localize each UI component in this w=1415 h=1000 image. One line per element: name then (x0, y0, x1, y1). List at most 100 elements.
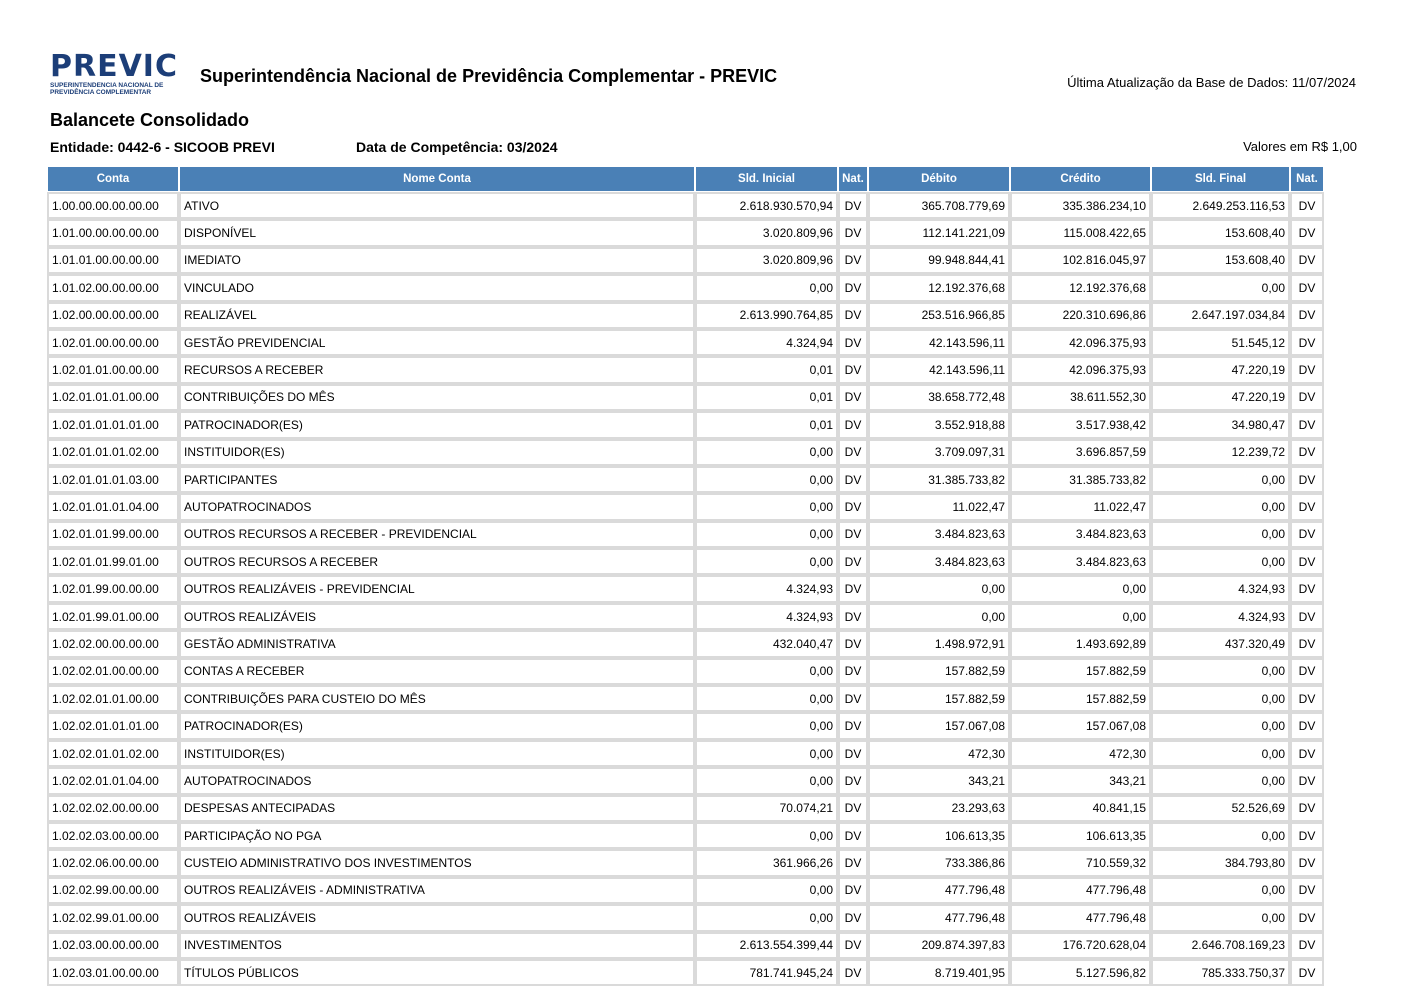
cell-sld-final: 2.649.253.116,53 (1152, 193, 1289, 219)
cell-sld-inicial: 2.613.554.399,44 (696, 932, 837, 958)
cell-sld-inicial: 0,00 (696, 549, 837, 575)
cell-conta: 1.02.01.01.99.00.00 (48, 521, 178, 548)
header-col-nat-inicial: Nat. (839, 167, 867, 191)
units-note: Valores em R$ 1,00 (1243, 139, 1357, 154)
cell-credito: 157.882,59 (1011, 686, 1150, 712)
table-row: 1.02.01.01.00.00.00 RECURSOS A RECEBER 0,0… (48, 357, 1323, 383)
cell-nat-final: DV (1291, 905, 1323, 931)
cell-credito: 477.796,48 (1011, 877, 1150, 904)
table-row: 1.02.03.01.00.00.00 TÍTULOS PÚBLICOS 781.7… (48, 959, 1323, 986)
cell-conta: 1.02.01.01.01.01.00 (48, 412, 178, 438)
cell-nat-final: DV (1291, 247, 1323, 274)
cell-nome-conta: TÍTULOS PÚBLICOS (180, 959, 694, 986)
cell-sld-final: 0,00 (1152, 905, 1289, 931)
table-row: 1.02.01.01.01.01.00 PATROCINADOR(ES) 0,01 D… (48, 412, 1323, 438)
cell-credito: 106.613,35 (1011, 822, 1150, 849)
cell-sld-inicial: 0,00 (696, 822, 837, 849)
cell-conta: 1.02.02.01.01.04.00 (48, 768, 178, 794)
cell-nat-inicial: DV (839, 822, 867, 849)
table-row: 1.02.01.00.00.00.00 GESTÃO PREVIDENCIAL 4.… (48, 329, 1323, 356)
cell-nome-conta: PATROCINADOR(ES) (180, 412, 694, 438)
cell-debito: 477.796,48 (869, 877, 1009, 904)
cell-sld-final: 0,00 (1152, 549, 1289, 575)
cell-credito: 343,21 (1011, 768, 1150, 794)
table-row: 1.02.02.00.00.00.00 GESTÃO ADMINISTRATIVA… (48, 631, 1323, 657)
cell-conta: 1.02.02.01.01.02.00 (48, 740, 178, 767)
cell-credito: 12.192.376,68 (1011, 275, 1150, 301)
cell-conta: 1.02.01.01.01.03.00 (48, 466, 178, 493)
cell-sld-final: 0,00 (1152, 658, 1289, 685)
cell-nat-final: DV (1291, 658, 1323, 685)
table-row: 1.02.02.99.01.00.00 OUTROS REALIZÁVEIS 0,0… (48, 905, 1323, 931)
cell-sld-inicial: 0,00 (696, 713, 837, 739)
cell-credito: 40.841,15 (1011, 795, 1150, 821)
cell-sld-final: 0,00 (1152, 521, 1289, 548)
table-row: 1.02.01.01.01.02.00 INSTITUIDOR(ES) 0,00 DV… (48, 439, 1323, 465)
table-row: 1.02.01.99.01.00.00 OUTROS REALIZÁVEIS 4.3… (48, 603, 1323, 630)
cell-debito: 99.948.844,41 (869, 247, 1009, 274)
cell-nat-final: DV (1291, 275, 1323, 301)
cell-credito: 0,00 (1011, 576, 1150, 602)
logo-subtitle: PREVIDÊNCIA COMPLEMENTAR (50, 89, 152, 96)
cell-nat-final: DV (1291, 193, 1323, 219)
cell-nome-conta: INVESTIMENTOS (180, 932, 694, 958)
cell-nat-final: DV (1291, 220, 1323, 246)
cell-conta: 1.02.03.00.00.00.00 (48, 932, 178, 958)
cell-conta: 1.02.01.01.01.00.00 (48, 384, 178, 411)
cell-nat-inicial: DV (839, 795, 867, 821)
cell-nat-inicial: DV (839, 959, 867, 986)
table-row: 1.02.03.00.00.00.00 INVESTIMENTOS 2.613.55… (48, 932, 1323, 958)
cell-credito: 38.611.552,30 (1011, 384, 1150, 411)
cell-sld-inicial: 781.741.945,24 (696, 959, 837, 986)
cell-sld-final: 47.220,19 (1152, 384, 1289, 411)
cell-debito: 11.022,47 (869, 494, 1009, 520)
cell-nome-conta: AUTOPATROCINADOS (180, 494, 694, 520)
cell-sld-inicial: 0,00 (696, 275, 837, 301)
cell-nat-final: DV (1291, 494, 1323, 520)
table-row: 1.00.00.00.00.00.00 ATIVO 2.618.930.570,94… (48, 193, 1323, 219)
entity-label: Entidade: 0442-6 - SICOOB PREVI (50, 139, 275, 155)
cell-nome-conta: AUTOPATROCINADOS (180, 768, 694, 794)
cell-debito: 472,30 (869, 740, 1009, 767)
cell-conta: 1.02.01.99.00.00.00 (48, 576, 178, 602)
cell-credito: 31.385.733,82 (1011, 466, 1150, 493)
header-col-nat-final: Nat. (1291, 167, 1323, 191)
cell-nat-final: DV (1291, 439, 1323, 465)
cell-debito: 112.141.221,09 (869, 220, 1009, 246)
table-row: 1.02.02.01.01.04.00 AUTOPATROCINADOS 0,00 D… (48, 768, 1323, 794)
cell-credito: 42.096.375,93 (1011, 357, 1150, 383)
cell-debito: 477.796,48 (869, 905, 1009, 931)
header-col-debito: Débito (869, 167, 1009, 191)
cell-debito: 3.484.823,63 (869, 521, 1009, 548)
cell-conta: 1.02.02.99.00.00.00 (48, 877, 178, 904)
cell-sld-final: 0,00 (1152, 822, 1289, 849)
header-col-credito: Crédito (1011, 167, 1150, 191)
cell-credito: 3.696.857,59 (1011, 439, 1150, 465)
cell-nat-final: DV (1291, 932, 1323, 958)
cell-conta: 1.02.01.01.01.04.00 (48, 494, 178, 520)
cell-debito: 38.658.772,48 (869, 384, 1009, 411)
cell-nat-inicial: DV (839, 521, 867, 548)
table-row: 1.01.02.00.00.00.00 VINCULADO 0,00 DV 12.192… (48, 275, 1323, 301)
cell-sld-final: 785.333.750,37 (1152, 959, 1289, 986)
cell-conta: 1.02.02.02.00.00.00 (48, 795, 178, 821)
table-row: 1.02.02.06.00.00.00 CUSTEIO ADMINISTRATIV… (48, 850, 1323, 876)
cell-nat-final: DV (1291, 877, 1323, 904)
cell-nome-conta: CONTRIBUIÇÕES DO MÊS (180, 384, 694, 411)
cell-nome-conta: GESTÃO PREVIDENCIAL (180, 329, 694, 356)
cell-sld-inicial: 0,00 (696, 740, 837, 767)
cell-sld-inicial: 0,00 (696, 521, 837, 548)
cell-nat-inicial: DV (839, 466, 867, 493)
table-row: 1.02.02.99.00.00.00 OUTROS REALIZÁVEIS - … (48, 877, 1323, 904)
cell-credito: 335.386.234,10 (1011, 193, 1150, 219)
cell-nome-conta: DESPESAS ANTECIPADAS (180, 795, 694, 821)
cell-nat-inicial: DV (839, 740, 867, 767)
cell-sld-inicial: 2.613.990.764,85 (696, 302, 837, 328)
cell-nat-inicial: DV (839, 494, 867, 520)
cell-credito: 176.720.628,04 (1011, 932, 1150, 958)
cell-sld-inicial: 3.020.809,96 (696, 247, 837, 274)
cell-sld-final: 52.526,69 (1152, 795, 1289, 821)
cell-sld-final: 4.324,93 (1152, 603, 1289, 630)
cell-sld-final: 0,00 (1152, 275, 1289, 301)
cell-sld-final: 0,00 (1152, 740, 1289, 767)
